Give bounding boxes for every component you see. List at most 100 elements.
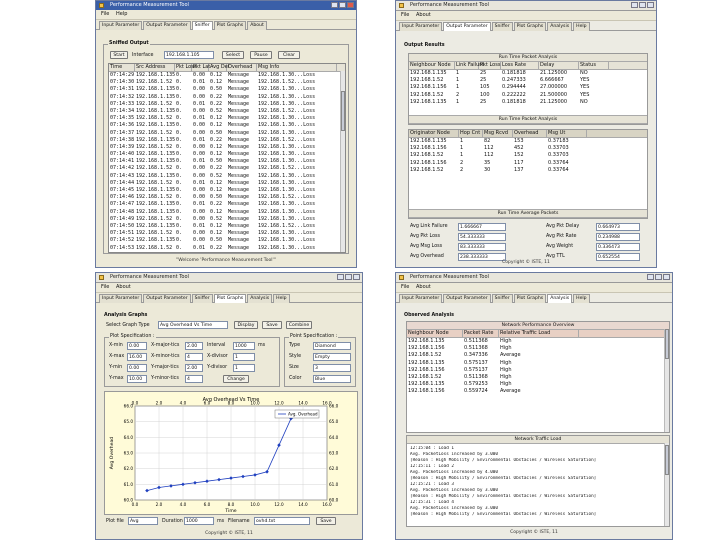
- tab-analysis[interactable]: Analysis: [547, 22, 573, 31]
- table-row[interactable]: 192.168.1.52 0.347336 Average: [407, 352, 669, 359]
- table-row[interactable]: 192.168.1.156 0.575137 High: [407, 367, 669, 374]
- table-row[interactable]: 07:14:52 192.168.1.1350. 0.00 0.50 Message 19…: [109, 237, 345, 244]
- table-row[interactable]: 07:14:53 192.168.1.52 0. 0.01 0.22 Message 192…: [109, 245, 345, 252]
- select-button[interactable]: Select: [222, 51, 244, 59]
- menu-file[interactable]: File: [401, 284, 410, 290]
- table-row[interactable]: 192.168.1.52 1 112 152 0.33703: [409, 152, 647, 159]
- menu-about[interactable]: About: [415, 284, 431, 290]
- tab-help[interactable]: Help: [573, 22, 590, 31]
- vertical-scrollbar[interactable]: [340, 71, 345, 252]
- field-value[interactable]: 54.333333: [458, 233, 506, 241]
- table-row[interactable]: 07:14:33 192.168.1.52 0. 0.01 0.22 Message 192…: [109, 101, 345, 108]
- tab-input-parameter[interactable]: Input Parameter: [399, 294, 443, 303]
- spec-field[interactable]: 2.00: [185, 342, 203, 350]
- table-row[interactable]: 07:14:43 192.168.1.1350. 0.00 0.52 Message 19…: [109, 173, 345, 180]
- clear-button[interactable]: Clear: [278, 51, 300, 59]
- change-button[interactable]: Change: [223, 375, 249, 383]
- tab-help[interactable]: Help: [273, 294, 290, 303]
- graph-type-select[interactable]: Avg Overhead Vs Time: [158, 321, 228, 329]
- table-row[interactable]: 07:14:40 192.168.1.1350. 0.00 0.12 Message 19…: [109, 151, 345, 158]
- minimize-button[interactable]: [631, 2, 638, 8]
- minimize-button[interactable]: [647, 274, 654, 280]
- point-select[interactable]: 3: [313, 364, 351, 372]
- duration-field[interactable]: 1000: [184, 517, 214, 525]
- table-row[interactable]: 07:14:35 192.168.1.52 0. 0.01 0.12 Message 192…: [109, 115, 345, 122]
- table-row[interactable]: 07:14:38 192.168.1.1350. 0.01 0.22 Message 19…: [109, 137, 345, 144]
- tab-sniffer[interactable]: Sniffer: [491, 294, 513, 303]
- table-row[interactable]: 07:14:34 192.168.1.1350. 0.00 0.52 Message 19…: [109, 108, 345, 115]
- field-value[interactable]: 0.664973: [596, 223, 640, 231]
- table-row[interactable]: 192.168.1.156 1 105 0.294444 27.000000 YES: [409, 84, 647, 91]
- table-row[interactable]: 07:14:46 192.168.1.52 0. 0.00 0.50 Message 192…: [109, 194, 345, 201]
- table-row[interactable]: 07:14:42 192.168.1.52 0. 0.00 0.22 Message 192…: [109, 165, 345, 172]
- tab-help[interactable]: Help: [573, 294, 590, 303]
- tab-analysis[interactable]: Analysis: [547, 294, 573, 303]
- filename-field[interactable]: ovhd.txt: [254, 517, 310, 525]
- table-row[interactable]: 192.168.1.52 2 30 137 0.33764: [409, 167, 647, 174]
- table-row[interactable]: 192.168.1.135 1 82 153 0.37183: [409, 138, 647, 145]
- table-row[interactable]: 07:14:48 192.168.1.1350. 0.00 0.12 Message 19…: [109, 209, 345, 216]
- save-button[interactable]: Save: [262, 321, 282, 329]
- spec-field[interactable]: 16.00: [127, 353, 147, 361]
- menu-about[interactable]: About: [115, 284, 131, 290]
- field-value[interactable]: 83.333333: [458, 243, 506, 251]
- table-row[interactable]: 07:14:37 192.168.1.52 0. 0.00 0.50 Message 192…: [109, 130, 345, 137]
- display-button[interactable]: Display: [234, 321, 258, 329]
- spec-field[interactable]: 1: [233, 364, 255, 372]
- table-row[interactable]: 07:14:29 192.168.1.1350. 0.00 0.12 Message 19…: [109, 72, 345, 79]
- spec-field[interactable]: 0.00: [127, 364, 147, 372]
- tab-output-parameter[interactable]: Output Parameter: [143, 294, 191, 303]
- spec-field[interactable]: 2.00: [185, 364, 203, 372]
- field-value[interactable]: 1.666667: [458, 223, 506, 231]
- table-row[interactable]: 192.168.1.52 1 25 0.247333 6.666667 YES: [409, 77, 647, 84]
- menu-about[interactable]: About: [415, 12, 431, 18]
- spec-field[interactable]: 1000: [233, 342, 255, 350]
- table-row[interactable]: 07:14:39 192.168.1.52 0. 0.00 0.12 Message 192…: [109, 144, 345, 151]
- scrollbar-thumb[interactable]: [665, 445, 669, 475]
- spec-field[interactable]: 10.00: [127, 375, 147, 383]
- tab-output-parameter[interactable]: Output Parameter: [143, 21, 191, 30]
- minimize-button[interactable]: [337, 274, 344, 280]
- tab-input-parameter[interactable]: Input Parameter: [99, 21, 143, 30]
- tab-plot-graphs[interactable]: Plot Graphs: [513, 22, 547, 31]
- vertical-scrollbar[interactable]: [664, 443, 669, 526]
- field-value[interactable]: 238.333333: [458, 253, 506, 261]
- table-row[interactable]: 192.168.1.135 1 25 0.181818 21.125000 NO: [409, 99, 647, 106]
- table-row[interactable]: 07:14:44 192.168.1.52 0. 0.01 0.12 Message 192…: [109, 180, 345, 187]
- point-select[interactable]: Blue: [313, 375, 351, 383]
- combine-button[interactable]: Combine: [286, 321, 312, 329]
- plot-file-field[interactable]: Avg: [128, 517, 158, 525]
- scrollbar-thumb[interactable]: [665, 329, 669, 359]
- table-row[interactable]: 07:14:30 192.168.1.52 0. 0.01 0.12 Message 192…: [109, 79, 345, 86]
- table-row[interactable]: 192.168.1.52 2 100 0.222222 21.500000 YES: [409, 92, 647, 99]
- maximize-button[interactable]: [339, 2, 346, 8]
- tab-input-parameter[interactable]: Input Parameter: [99, 294, 143, 303]
- menu-file[interactable]: File: [401, 12, 410, 18]
- tab-sniffer[interactable]: Sniffer: [191, 21, 213, 30]
- minimize-button[interactable]: [331, 2, 338, 8]
- tab-analysis[interactable]: Analysis: [247, 294, 273, 303]
- close-button[interactable]: [647, 2, 654, 8]
- table-row[interactable]: 07:14:49 192.168.1.52 0. 0.00 0.52 Message 192…: [109, 216, 345, 223]
- file-save-button[interactable]: Save: [316, 517, 336, 525]
- close-button[interactable]: [353, 274, 360, 280]
- close-button[interactable]: [663, 274, 670, 280]
- maximize-button[interactable]: [655, 274, 662, 280]
- tab-sniffer[interactable]: Sniffer: [491, 22, 513, 31]
- start-button[interactable]: Start: [110, 51, 128, 59]
- table-row[interactable]: 192.168.1.52 0.511368 High: [407, 374, 669, 381]
- table-row[interactable]: 192.168.1.135 1 25 0.181818 21.125000 NO: [409, 70, 647, 77]
- table-row[interactable]: 07:14:41 192.168.1.1350. 0.01 0.50 Message 19…: [109, 158, 345, 165]
- menu-help[interactable]: Help: [115, 11, 128, 17]
- table-row[interactable]: 07:14:47 192.168.1.1350. 0.01 0.22 Message 19…: [109, 201, 345, 208]
- close-button[interactable]: [347, 2, 354, 8]
- menu-file[interactable]: File: [101, 284, 110, 290]
- tab-plot-graphs[interactable]: Plot Graphs: [213, 21, 247, 30]
- tab-plot-graphs[interactable]: Plot Graphs: [513, 294, 547, 303]
- tab-sniffer[interactable]: Sniffer: [191, 294, 213, 303]
- table-row[interactable]: 07:14:50 192.168.1.1350. 0.01 0.12 Message 19…: [109, 223, 345, 230]
- table-row[interactable]: 192.168.1.135 0.579253 High: [407, 381, 669, 388]
- point-select[interactable]: Diamond: [313, 342, 351, 350]
- point-select[interactable]: Empty: [313, 353, 351, 361]
- table-row[interactable]: 07:14:54192.168.1.1350.0.000.12Message19…: [109, 252, 345, 253]
